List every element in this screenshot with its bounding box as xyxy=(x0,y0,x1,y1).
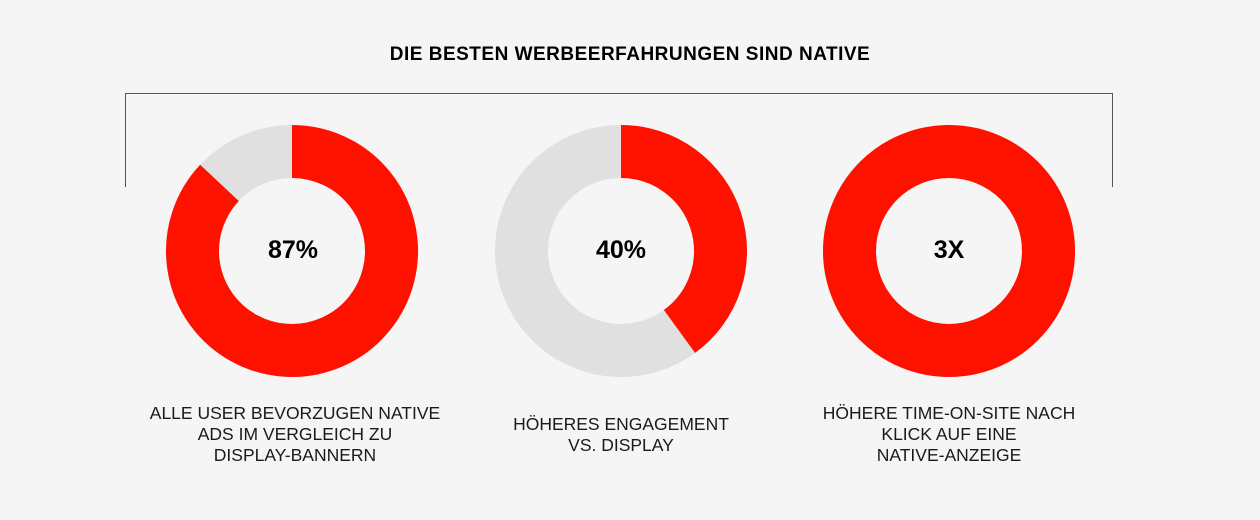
bracket-divider xyxy=(125,93,1113,187)
donut-value-arc-2 xyxy=(620,125,747,353)
donut-value-arc-3 xyxy=(823,125,1075,377)
page-title: DIE BESTEN WERBEERFAHRUNGEN SIND NATIVE xyxy=(389,44,871,65)
donut-center-label-2: 40% xyxy=(595,236,647,264)
donut-caption-2: HÖHERES ENGAGEMENT VS. DISPLAY xyxy=(513,414,729,455)
donut-center-label-3: 3X xyxy=(933,236,965,264)
donut-caption-1: ALLE USER BEVORZUGEN NATIVE ADS IM VERGL… xyxy=(149,403,441,465)
donut-caption-3: HÖHERE TIME-ON-SITE NACH KLICK AUF EINE … xyxy=(822,403,1076,465)
donut-center-label-1: 87% xyxy=(267,236,319,264)
donut-value-arc-1 xyxy=(166,125,418,377)
